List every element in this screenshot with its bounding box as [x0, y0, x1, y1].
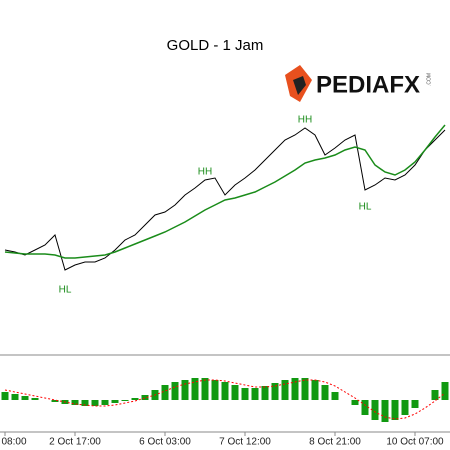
histogram-bar	[361, 400, 369, 415]
moving-average	[4, 124, 446, 259]
histogram-bar	[241, 388, 249, 400]
x-tick-label: 7 Oct 12:00	[219, 437, 271, 448]
histogram-bar	[331, 392, 339, 400]
histogram-bar	[411, 400, 419, 408]
histogram-bar	[141, 395, 149, 400]
histogram-bar	[261, 386, 269, 400]
histogram-bar	[371, 400, 379, 420]
histogram-bar	[291, 378, 299, 400]
annotation: HH	[198, 167, 212, 178]
histogram-bar	[301, 378, 309, 400]
histogram-bar	[351, 400, 359, 405]
histogram-bar	[11, 394, 19, 400]
annotation: HL	[59, 285, 72, 296]
chart-title: GOLD - 1 Jam	[167, 37, 264, 54]
histogram-bar	[191, 378, 199, 400]
histogram-bar	[181, 380, 189, 400]
histogram-bar	[91, 400, 99, 406]
histogram-bar	[251, 388, 259, 400]
annotation: HL	[359, 202, 372, 213]
histogram-bar	[311, 380, 319, 400]
histogram-bar	[171, 382, 179, 400]
histogram-bar	[391, 400, 399, 420]
histogram-bar	[161, 385, 169, 400]
signal-line	[4, 379, 446, 420]
histogram-bar	[281, 380, 289, 400]
histogram-bar	[21, 396, 29, 400]
histogram-bar	[1, 392, 9, 400]
histogram-bar	[131, 398, 139, 400]
x-tick-label: 2 Oct 17:00	[49, 437, 101, 448]
histogram-bar	[401, 400, 409, 415]
logo-icon-inner	[293, 76, 306, 95]
histogram-bar	[381, 400, 389, 422]
x-tick-label: 8 Oct 21:00	[309, 437, 361, 448]
logo: PEDIAFX .COM	[285, 65, 432, 102]
histogram-bar	[221, 382, 229, 400]
annotation: HH	[298, 115, 312, 126]
x-tick-label: 10 Oct 07:00	[386, 437, 444, 448]
histogram-bar	[441, 382, 449, 400]
histogram-bar	[111, 400, 119, 403]
histogram-bar	[51, 400, 59, 402]
histogram-bar	[81, 400, 89, 406]
logo-suffix: .COM	[426, 73, 432, 86]
histogram-bar	[121, 400, 129, 401]
price-line	[4, 127, 446, 271]
histogram-bar	[31, 398, 39, 400]
histogram-bar	[101, 400, 109, 405]
histogram-bar	[201, 378, 209, 400]
histogram-bar	[431, 390, 439, 400]
histogram-bar	[71, 400, 79, 405]
histogram-bar	[271, 383, 279, 400]
histogram-bar	[231, 385, 239, 400]
histogram-bar	[211, 380, 219, 400]
x-tick-label: 6 Oct 03:00	[139, 437, 191, 448]
x-tick-label: 08:00	[1, 437, 26, 448]
histogram-bar	[321, 385, 329, 400]
logo-text: PEDIAFX	[316, 71, 420, 98]
